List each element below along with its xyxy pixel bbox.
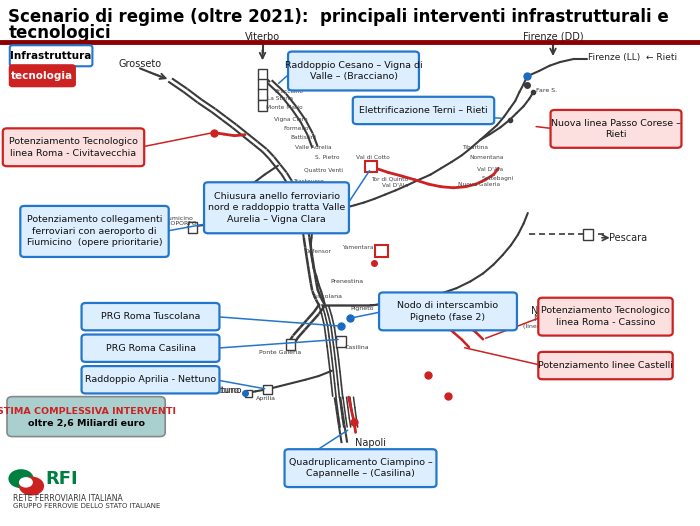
FancyBboxPatch shape (10, 65, 75, 86)
Text: GRUPPO FERROVIE DELLO STATO ITALIANE: GRUPPO FERROVIE DELLO STATO ITALIANE (13, 503, 160, 509)
Text: Ostiense: Ostiense (290, 192, 316, 197)
Bar (258, 89, 267, 100)
Text: oltre 2,6 Miliardi euro: oltre 2,6 Miliardi euro (27, 419, 145, 428)
Bar (336, 337, 346, 348)
Text: Quadruplicamento Ciampino –
Capannelle – (Casilina): Quadruplicamento Ciampino – Capannelle –… (288, 458, 433, 478)
Bar (258, 69, 267, 80)
Text: Scenario di regime (oltre 2021):  principali interventi infrastrutturali e: Scenario di regime (oltre 2021): princip… (8, 8, 669, 26)
Text: Formello: Formello (284, 126, 309, 132)
Text: Firenze (DD): Firenze (DD) (523, 32, 583, 42)
Text: Nuova linea Passo Corese –
Rieti: Nuova linea Passo Corese – Rieti (551, 119, 681, 139)
Text: Viterbo: Viterbo (245, 32, 280, 42)
Text: Quattro Venti: Quattro Venti (304, 168, 344, 173)
Text: PRG Roma Tuscolana: PRG Roma Tuscolana (101, 312, 200, 321)
Text: Potenziamento linee Castelli: Potenziamento linee Castelli (538, 361, 673, 370)
Text: (linea A/C): (linea A/C) (523, 323, 555, 329)
Text: tecnologia: tecnologia (11, 70, 74, 81)
Text: Valle Aurelia: Valle Aurelia (295, 145, 332, 150)
Text: S. Pietro: S. Pietro (315, 155, 340, 160)
FancyBboxPatch shape (538, 352, 673, 379)
Text: Nettuno: Nettuno (205, 386, 239, 395)
Text: Nodo di interscambio
Pigneto (fase 2): Nodo di interscambio Pigneto (fase 2) (398, 301, 498, 321)
Text: Raddoppio Cesano – Vigna di
Valle – (Bracciano): Raddoppio Cesano – Vigna di Valle – (Bra… (285, 61, 422, 81)
Bar (258, 78, 267, 89)
Text: STIMA COMPLESSIVA INTERVENTI: STIMA COMPLESSIVA INTERVENTI (0, 407, 176, 417)
Bar (245, 389, 252, 398)
Text: La Storia: La Storia (267, 96, 293, 102)
Text: Elettrificazione Terni – Rieti: Elettrificazione Terni – Rieti (359, 106, 488, 115)
Text: Prenestina: Prenestina (330, 279, 363, 284)
Text: Napoli: Napoli (531, 306, 561, 317)
Text: Vigna Clara: Vigna Clara (274, 117, 308, 123)
Text: Fiumicino
AEROPORTO: Fiumicino AEROPORTO (159, 216, 198, 226)
Text: Firenze (LL): Firenze (LL) (588, 53, 640, 63)
Text: Infrastruttura: Infrastruttura (10, 50, 92, 61)
Text: Nomentana: Nomentana (469, 155, 503, 160)
Text: Tuscolana: Tuscolana (312, 294, 343, 299)
Text: Bracciano: Bracciano (274, 89, 303, 94)
Circle shape (19, 477, 33, 488)
FancyBboxPatch shape (7, 397, 165, 437)
Text: Napoli: Napoli (356, 438, 386, 448)
Text: Casilina: Casilina (344, 345, 369, 350)
Text: Nuova Galeria: Nuova Galeria (458, 181, 500, 187)
Text: Settebagni: Settebagni (482, 176, 514, 181)
Bar (375, 245, 388, 257)
Text: Potenziamento Tecnologico
linea Roma - Civitavecchia: Potenziamento Tecnologico linea Roma - C… (9, 137, 138, 157)
FancyBboxPatch shape (20, 206, 169, 257)
Text: Raddoppio Aprilia - Nettuno: Raddoppio Aprilia - Nettuno (85, 375, 216, 385)
Text: Chiusura anello ferroviario
nord e raddoppio tratta Valle
Aurelia – Vigna Clara: Chiusura anello ferroviario nord e raddo… (208, 192, 345, 224)
Text: RFI: RFI (46, 470, 78, 488)
Text: Napoli: Napoli (533, 313, 559, 323)
Text: ← Rieti: ← Rieti (646, 53, 677, 63)
Text: Fare S.: Fare S. (536, 88, 557, 93)
Text: Val D'Ala: Val D'Ala (382, 183, 407, 188)
Text: Yamentara: Yamentara (342, 245, 373, 250)
Text: Ponte Galeria: Ponte Galeria (259, 350, 301, 355)
FancyBboxPatch shape (353, 97, 494, 124)
Circle shape (8, 469, 34, 488)
Text: Potenziamento Tecnologico
linea Roma - Cassino: Potenziamento Tecnologico linea Roma - C… (541, 307, 670, 327)
FancyBboxPatch shape (3, 128, 144, 166)
Circle shape (19, 477, 44, 495)
Bar (258, 99, 267, 110)
FancyBboxPatch shape (81, 366, 220, 393)
Bar (188, 222, 197, 232)
Bar (286, 339, 295, 350)
FancyBboxPatch shape (288, 52, 419, 90)
Text: Battistini: Battistini (290, 135, 316, 140)
FancyBboxPatch shape (284, 449, 437, 487)
Bar (583, 228, 593, 239)
Bar (263, 385, 272, 394)
Text: Grosseto: Grosseto (118, 59, 162, 69)
Text: Pigneto: Pigneto (350, 306, 374, 311)
Text: Pescara: Pescara (609, 232, 647, 243)
FancyBboxPatch shape (550, 110, 682, 148)
Text: PRG Roma Casilina: PRG Roma Casilina (106, 343, 195, 353)
FancyBboxPatch shape (538, 298, 673, 336)
Text: Monte Mario: Monte Mario (266, 105, 302, 110)
FancyBboxPatch shape (81, 335, 220, 362)
FancyBboxPatch shape (204, 183, 349, 234)
Text: Potenziamento collegamenti
ferroviari con aeroporto di
Fiumicino  (opere priorit: Potenziamento collegamenti ferroviari co… (27, 216, 162, 247)
Text: Val D'Ala: Val D'Ala (477, 167, 503, 172)
Text: Defensor: Defensor (304, 249, 331, 254)
Text: RETE FERROVIARIA ITALIANA: RETE FERROVIARIA ITALIANA (13, 494, 122, 503)
FancyBboxPatch shape (379, 292, 517, 330)
Text: tecnologici: tecnologici (8, 24, 111, 42)
FancyBboxPatch shape (81, 303, 220, 330)
Text: Nettuno: Nettuno (205, 386, 242, 395)
Bar (365, 161, 377, 172)
FancyBboxPatch shape (10, 45, 92, 66)
Text: Tor di Quinto: Tor di Quinto (371, 176, 408, 181)
Text: Trastevere: Trastevere (293, 179, 323, 185)
Text: Aprilia: Aprilia (256, 396, 276, 401)
Text: Tiburtina: Tiburtina (462, 145, 488, 150)
Text: Val di Cotto: Val di Cotto (356, 155, 389, 160)
